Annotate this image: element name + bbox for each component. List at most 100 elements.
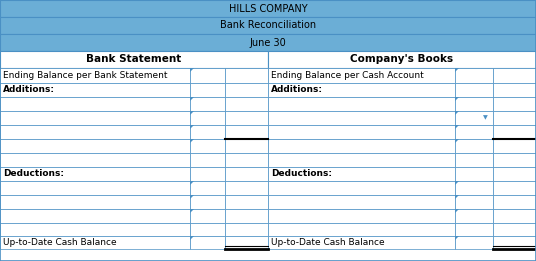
Bar	[225, 153, 268, 167]
Bar	[225, 209, 268, 223]
Bar	[268, 97, 455, 111]
Bar	[455, 83, 493, 97]
Bar	[225, 111, 268, 125]
Bar	[455, 111, 493, 125]
Bar	[190, 125, 225, 139]
Polygon shape	[190, 236, 194, 240]
Polygon shape	[190, 209, 194, 213]
Text: Up-to-Date Cash Balance: Up-to-Date Cash Balance	[271, 238, 385, 247]
Text: Bank Reconciliation: Bank Reconciliation	[220, 21, 316, 31]
Polygon shape	[190, 125, 194, 129]
Bar	[493, 83, 536, 97]
Text: Deductions:: Deductions:	[271, 169, 332, 179]
Text: Company's Books: Company's Books	[351, 55, 453, 64]
Bar	[225, 223, 268, 236]
Text: Ending Balance per Bank Statement: Ending Balance per Bank Statement	[3, 71, 167, 80]
Polygon shape	[190, 181, 194, 185]
Bar	[493, 209, 536, 223]
Text: ▼: ▼	[483, 116, 488, 121]
Bar	[268, 125, 455, 139]
Bar	[190, 97, 225, 111]
Bar	[190, 68, 225, 83]
Bar	[190, 167, 225, 181]
Text: Bank Statement: Bank Statement	[86, 55, 182, 64]
Bar	[268, 153, 455, 167]
Bar	[455, 139, 493, 153]
Bar	[268, 111, 455, 125]
Bar	[225, 181, 268, 195]
Polygon shape	[190, 97, 194, 101]
Bar	[493, 68, 536, 83]
Bar	[493, 111, 536, 125]
Bar	[455, 167, 493, 181]
Polygon shape	[455, 125, 459, 129]
Bar	[268, 167, 455, 181]
Bar	[493, 153, 536, 167]
Bar	[455, 181, 493, 195]
Polygon shape	[455, 209, 459, 213]
Bar	[455, 68, 493, 83]
Bar	[0, 68, 190, 83]
Bar	[225, 68, 268, 83]
Bar	[190, 195, 225, 209]
Bar	[268, 51, 536, 68]
Bar	[190, 223, 225, 236]
Bar	[0, 51, 268, 68]
Bar	[225, 97, 268, 111]
Text: Up-to-Date Cash Balance: Up-to-Date Cash Balance	[3, 238, 117, 247]
Bar	[455, 223, 493, 236]
Bar	[268, 209, 455, 223]
Bar	[455, 236, 493, 249]
Bar	[0, 125, 190, 139]
Bar	[268, 236, 455, 249]
Bar	[225, 83, 268, 97]
Text: HILLS COMPANY: HILLS COMPANY	[229, 3, 307, 14]
Bar	[493, 181, 536, 195]
Polygon shape	[190, 68, 194, 72]
Bar	[225, 236, 268, 249]
Bar	[455, 209, 493, 223]
Text: June 30: June 30	[250, 38, 286, 48]
Bar	[225, 195, 268, 209]
Bar	[0, 236, 190, 249]
Bar	[225, 125, 268, 139]
Bar	[0, 167, 190, 181]
Polygon shape	[455, 139, 459, 143]
Bar	[493, 167, 536, 181]
Polygon shape	[455, 236, 459, 240]
Polygon shape	[455, 97, 459, 101]
Polygon shape	[455, 195, 459, 199]
Bar	[0, 111, 190, 125]
Bar	[455, 97, 493, 111]
Bar	[493, 97, 536, 111]
Bar	[190, 83, 225, 97]
Bar	[0, 97, 190, 111]
Bar	[455, 153, 493, 167]
Bar	[268, 223, 455, 236]
Text: Ending Balance per Cash Account: Ending Balance per Cash Account	[271, 71, 424, 80]
Bar	[455, 125, 493, 139]
Bar	[0, 17, 536, 34]
Bar	[268, 181, 455, 195]
Polygon shape	[190, 195, 194, 199]
Bar	[225, 139, 268, 153]
Bar	[0, 209, 190, 223]
Bar	[493, 125, 536, 139]
Text: Additions:: Additions:	[271, 86, 323, 94]
Polygon shape	[455, 181, 459, 185]
Polygon shape	[455, 68, 459, 72]
Bar	[190, 181, 225, 195]
Polygon shape	[190, 139, 194, 143]
Bar	[190, 209, 225, 223]
Bar	[268, 139, 455, 153]
Bar	[0, 34, 536, 51]
Text: Deductions:: Deductions:	[3, 169, 64, 179]
Polygon shape	[455, 111, 459, 115]
Bar	[0, 153, 190, 167]
Bar	[190, 111, 225, 125]
Bar	[268, 195, 455, 209]
Bar	[225, 167, 268, 181]
Polygon shape	[190, 111, 194, 115]
Bar	[455, 195, 493, 209]
Bar	[190, 236, 225, 249]
